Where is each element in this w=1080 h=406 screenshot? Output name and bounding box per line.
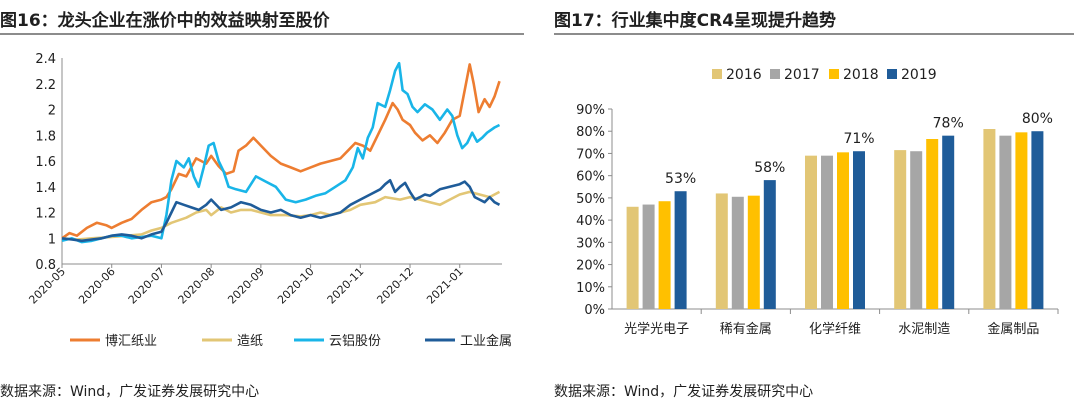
data-label: 58%	[754, 160, 785, 176]
series-line-博汇纸业	[61, 63, 501, 240]
y-tick-label: 80%	[576, 125, 605, 140]
x-tick-label: 2020-12	[374, 265, 416, 307]
bar-2016	[715, 193, 728, 309]
bar-2019	[853, 151, 865, 309]
category-label: 金属制品	[987, 321, 1039, 337]
bar-2016	[805, 155, 817, 309]
bar-2016	[626, 206, 639, 309]
category-label: 稀有金属	[720, 321, 772, 337]
y-tick-label: 1.6	[35, 155, 56, 170]
x-tick-label: 2020-07	[126, 265, 168, 307]
category-label: 光学光电子	[624, 321, 689, 337]
bar-2019	[942, 135, 955, 309]
title-divider	[554, 33, 1074, 35]
figure-17-source: 数据来源：Wind，广发证券发展研究中心	[554, 384, 814, 400]
data-label: 53%	[665, 171, 696, 187]
title-divider	[0, 33, 524, 35]
series-line-造纸	[61, 190, 501, 241]
figure-16-title: 图16：龙头企业在涨价中的效益映射至股价	[0, 11, 330, 31]
y-tick-label: 2	[48, 104, 56, 119]
legend-swatch	[829, 69, 839, 79]
bar-2017	[999, 135, 1012, 309]
cr4-bar-chart: 0% 10% 20% 30% 40% 50% 60% 70% 80% 90% 53% 光学光电子 58%…	[576, 67, 1059, 337]
bar-2017	[910, 151, 923, 309]
bar-2018	[837, 152, 849, 309]
legend-label: 工业金属	[460, 333, 512, 349]
series-line-工业金属	[61, 179, 501, 243]
y-tick-label: 2.2	[35, 78, 56, 93]
y-tick-label: 30%	[576, 236, 605, 251]
y-tick-label: 90%	[576, 103, 605, 118]
bar-2019	[674, 191, 687, 309]
y-tick-label: 2.4	[35, 52, 56, 67]
bar-2017	[642, 204, 655, 309]
figure-16-panel: 图16：龙头企业在涨价中的效益映射至股价 0.8 1 1.2 1.4 1.6 1.8 2 2.…	[0, 0, 530, 406]
bar-2019	[763, 180, 776, 309]
legend-label: 博汇纸业	[105, 334, 157, 349]
legend-label: 2016	[726, 67, 762, 83]
bar-2016	[983, 129, 996, 309]
legend-label: 2018	[843, 67, 879, 83]
category-label: 化学纤维	[809, 321, 861, 337]
x-tick-label: 2020-10	[275, 265, 317, 307]
y-tick-label: 0%	[584, 303, 605, 318]
figure-16-source: 数据来源：Wind，广发证券发展研究中心	[0, 384, 260, 400]
legend-label: 造纸	[237, 334, 263, 349]
legend-label: 2017	[784, 67, 820, 83]
bar-2017	[731, 196, 744, 309]
y-tick-label: 1.4	[35, 181, 56, 196]
y-tick-label: 10%	[576, 281, 605, 296]
x-tick-label: 2021-01	[424, 265, 466, 307]
legend-label: 2019	[901, 67, 937, 83]
y-tick-label: 1.2	[35, 207, 56, 222]
bar-2018	[747, 195, 760, 309]
y-tick-label: 50%	[576, 192, 605, 207]
y-tick-label: 0.8	[35, 258, 56, 273]
figure-17-panel: 图17：行业集中度CR4呈现提升趋势 0% 10% 20% 30% 40% 50% 60% 7…	[554, 0, 1080, 406]
legend-swatch	[712, 69, 722, 79]
x-tick-label: 2020-08	[176, 265, 218, 307]
x-tick-label: 2020-09	[225, 265, 267, 307]
bar-2018	[1015, 132, 1028, 309]
y-tick-label: 20%	[576, 259, 605, 274]
x-tick-label: 2020-06	[76, 265, 118, 307]
legend-label: 云铝股份	[329, 334, 381, 349]
y-tick-label: 70%	[576, 147, 605, 162]
legend-swatch	[887, 69, 897, 79]
bar-2018	[658, 201, 671, 309]
legend-swatch	[770, 69, 780, 79]
y-tick-label: 60%	[576, 170, 605, 185]
data-label: 80%	[1022, 111, 1053, 127]
data-label: 78%	[933, 116, 964, 132]
bar-2016	[894, 150, 907, 309]
data-label: 71%	[843, 131, 874, 147]
bar-2017	[821, 155, 833, 309]
bar-2019	[1031, 131, 1044, 309]
category-label: 水泥制造	[898, 322, 950, 337]
x-tick-label: 2020-11	[325, 265, 367, 307]
figure-17-title: 图17：行业集中度CR4呈现提升趋势	[554, 11, 837, 31]
bar-2018	[926, 139, 939, 309]
y-tick-label: 1.8	[35, 129, 56, 144]
y-tick-label: 1	[48, 232, 56, 247]
y-tick-label: 40%	[576, 214, 605, 229]
